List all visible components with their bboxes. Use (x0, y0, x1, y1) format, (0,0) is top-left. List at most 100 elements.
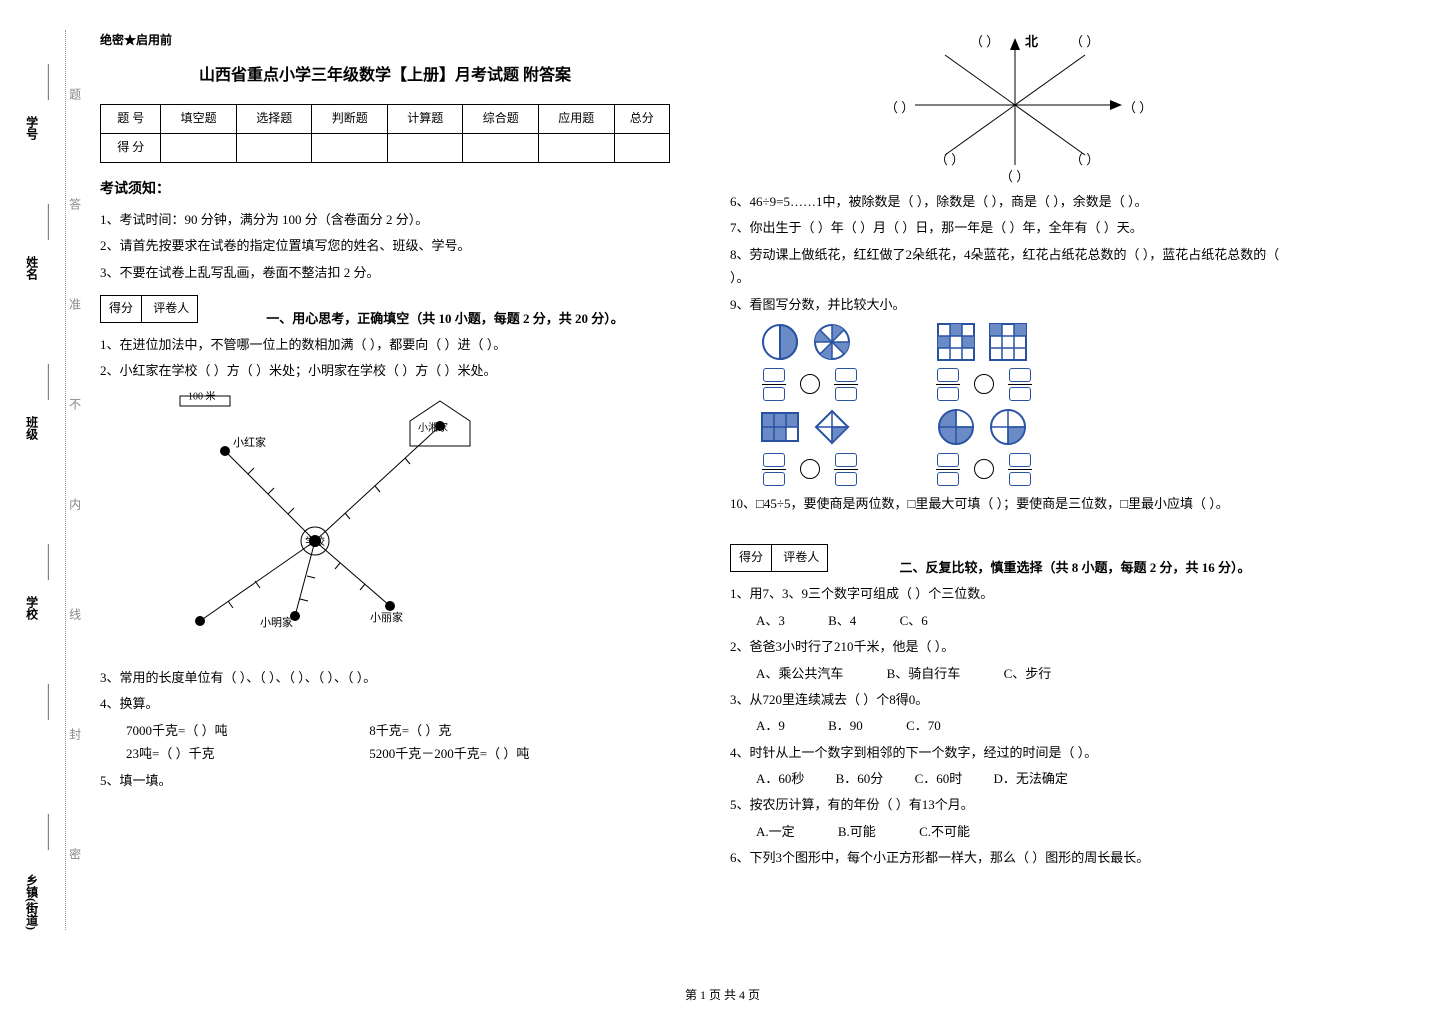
scorebox-score: 得分 (731, 545, 772, 571)
scorebox: 得分 评卷人 (100, 295, 198, 323)
shape-circle-3quarter (936, 407, 976, 447)
left-column: 绝密★启用前 山西省重点小学三年级数学【上册】月考试题 附答案 题 号 填空题 … (100, 30, 670, 873)
compare-circle (974, 459, 994, 479)
p2-q6: 6、下列3个图形中，每个小正方形都一样大，那么（ ）图形的周长最长。 (730, 846, 1300, 869)
score-row-label: 得 分 (101, 133, 161, 162)
scorebox-grader: 评卷人 (145, 296, 197, 322)
p2-q2-b: B、骑自行车 (887, 662, 961, 685)
frac-blank (1006, 453, 1034, 486)
frac-blank (832, 368, 860, 401)
seal-xian: 线 (63, 608, 85, 620)
compass-blank-s: （ ） (1000, 165, 1029, 188)
compass-figure: 北 （ ） （ ） （ ） （ ） （ ） （ ） （ ） (875, 30, 1155, 180)
seal-bu: 不 (63, 398, 85, 410)
p1-q7: 7、你出生于（ ）年（ ）月（ ）日，那一年是（ ）年，全年有（ ）天。 (730, 216, 1300, 239)
seal-nei: 内 (63, 498, 85, 510)
frac-blank (760, 368, 788, 401)
binding-underline-1: ——— (38, 544, 60, 580)
p2-q3-a: A．9 (756, 714, 785, 737)
binding-underline-0: ——— (38, 814, 60, 850)
shape-grid-2of9 (988, 322, 1028, 362)
binding-label-township: 乡镇(街道) (20, 874, 42, 930)
scorebox: 得分 评卷人 (730, 544, 828, 572)
frac-blank (934, 368, 962, 401)
notice-3: 3、不要在试卷上乱写乱画，卷面不整洁扣 2 分。 (100, 261, 670, 284)
p2-q3-opts: A．9 B．90 C．70 (730, 714, 1300, 737)
notice-1: 1、考试时间：90 分钟，满分为 100 分（含卷面分 2 分）。 (100, 208, 670, 231)
score-head-1: 填空题 (161, 105, 237, 134)
p2-q4: 4、时针从上一个数字到相邻的下一个数字，经过的时间是（ ）。 (730, 741, 1300, 764)
shape-circle-half (760, 322, 800, 362)
compass-blank-sw: （ ） (935, 148, 964, 171)
p2-q2-c: C、步行 (1004, 662, 1052, 685)
frac-blank (760, 453, 788, 486)
binding-underline-3: ——— (38, 204, 60, 240)
p2-q4-opts: A．60秒 B．60分 C．60时 D．无法确定 (730, 767, 1300, 790)
table-row: 得 分 (101, 133, 670, 162)
notice-2: 2、请首先按要求在试卷的指定位置填写您的姓名、班级、学号。 (100, 234, 670, 257)
p2-q5-b: B.可能 (838, 820, 876, 843)
p2-q5: 5、按农历计算，有的年份（ ）有13个月。 (730, 793, 1300, 816)
map-school: 学校 (305, 535, 325, 548)
score-head-7: 总分 (614, 105, 669, 134)
seal-da: 答 (63, 198, 85, 210)
p1-q3: 3、常用的长度单位有（ ）、（ ）、（ ）、（ ）、（ ）。 (100, 666, 670, 689)
frac-blank (934, 453, 962, 486)
map-xiaoli: 小丽家 (370, 610, 403, 624)
binding-underline-4: ——— (38, 64, 60, 100)
binding-strip: 乡镇(街道) ——— 密 ——— 封 学校 ——— 线 内 班级 ——— 不 准… (20, 30, 80, 930)
part2-header: 得分 评卷人 二、反复比较，慎重选择（共 8 小题，每题 2 分，共 16 分）… (730, 536, 1300, 579)
shape-grid-5of6 (760, 407, 800, 447)
shape-diamond-quarter (812, 407, 852, 447)
confidential-header: 绝密★启用前 (100, 30, 670, 52)
fraction-row-1 (760, 322, 1300, 362)
p2-q3: 3、从720里连续减去（ ）个8得0。 (730, 688, 1300, 711)
p1-q4b: 8千克=（ ）克 (369, 723, 451, 738)
p1-q6: 6、46÷9=5……1中，被除数是（ ），除数是（ ），商是（ ），余数是（ ）… (730, 190, 1300, 213)
score-head-4: 计算题 (387, 105, 463, 134)
shape-circle-eighths (812, 322, 852, 362)
scorebox-score: 得分 (101, 296, 142, 322)
binding-underline-4a: ——— (38, 684, 60, 720)
score-head-5: 综合题 (463, 105, 539, 134)
p1-q10: 10、□45÷5，要使商是两位数，□里最大可填（ ）；要使商是三位数，□里最小应… (730, 492, 1300, 515)
seal-mi: 密 (63, 848, 85, 860)
part1-header: 得分 评卷人 一、用心思考，正确填空（共 10 小题，每题 2 分，共 20 分… (100, 287, 670, 330)
binding-underline-2: ——— (38, 364, 60, 400)
table-row: 题 号 填空题 选择题 判断题 计算题 综合题 应用题 总分 (101, 105, 670, 134)
compare-circle (974, 374, 994, 394)
p2-q1-c: C、6 (900, 609, 928, 632)
p2-q4-a: A．60秒 (756, 767, 804, 790)
p2-q3-c: C．70 (906, 714, 941, 737)
p1-q4a: 7000千克=（ ）吨 (126, 719, 366, 742)
exam-title: 山西省重点小学三年级数学【上册】月考试题 附答案 (100, 62, 670, 91)
p2-q4-d: D．无法确定 (993, 767, 1067, 790)
compass-blank-ne: （ ） (1070, 30, 1099, 53)
binding-label-id: 学号 (20, 116, 42, 140)
score-head-3: 判断题 (312, 105, 388, 134)
binding-dotted-line (65, 30, 66, 930)
score-head-0: 题 号 (101, 105, 161, 134)
compass-north: 北 (1025, 30, 1038, 53)
part1-title: 一、用心思考，正确填空（共 10 小题，每题 2 分，共 20 分）。 (220, 307, 670, 330)
shape-circle-quarter (988, 407, 1028, 447)
binding-label-school: 学校 (20, 596, 42, 620)
map-xiaohong: 小红家 (233, 435, 266, 449)
p1-q9: 9、看图写分数，并比较大小。 (730, 293, 1300, 316)
frac-blank (832, 453, 860, 486)
shape-grid-3of9 (936, 322, 976, 362)
seal-zhun: 准 (63, 298, 85, 310)
map-xiaoming: 小明家 (260, 615, 293, 629)
p1-q5: 5、填一填。 (100, 769, 670, 792)
binding-label-name: 姓名 (20, 256, 42, 280)
compass-svg (875, 30, 1155, 180)
seal-ti: 题 (63, 88, 85, 100)
seal-feng: 封 (63, 728, 85, 740)
p2-q1: 1、用7、3、9三个数字可组成（ ）个三位数。 (730, 582, 1300, 605)
p2-q1-opts: A、3 B、4 C、6 (730, 609, 1300, 632)
score-table: 题 号 填空题 选择题 判断题 计算题 综合题 应用题 总分 得 分 (100, 104, 670, 162)
fraction-answer-2 (760, 453, 1300, 486)
score-head-2: 选择题 (236, 105, 312, 134)
p1-q4d: 5200千克－200千克=（ ）吨 (369, 746, 529, 761)
notice-heading: 考试须知： (100, 177, 670, 202)
